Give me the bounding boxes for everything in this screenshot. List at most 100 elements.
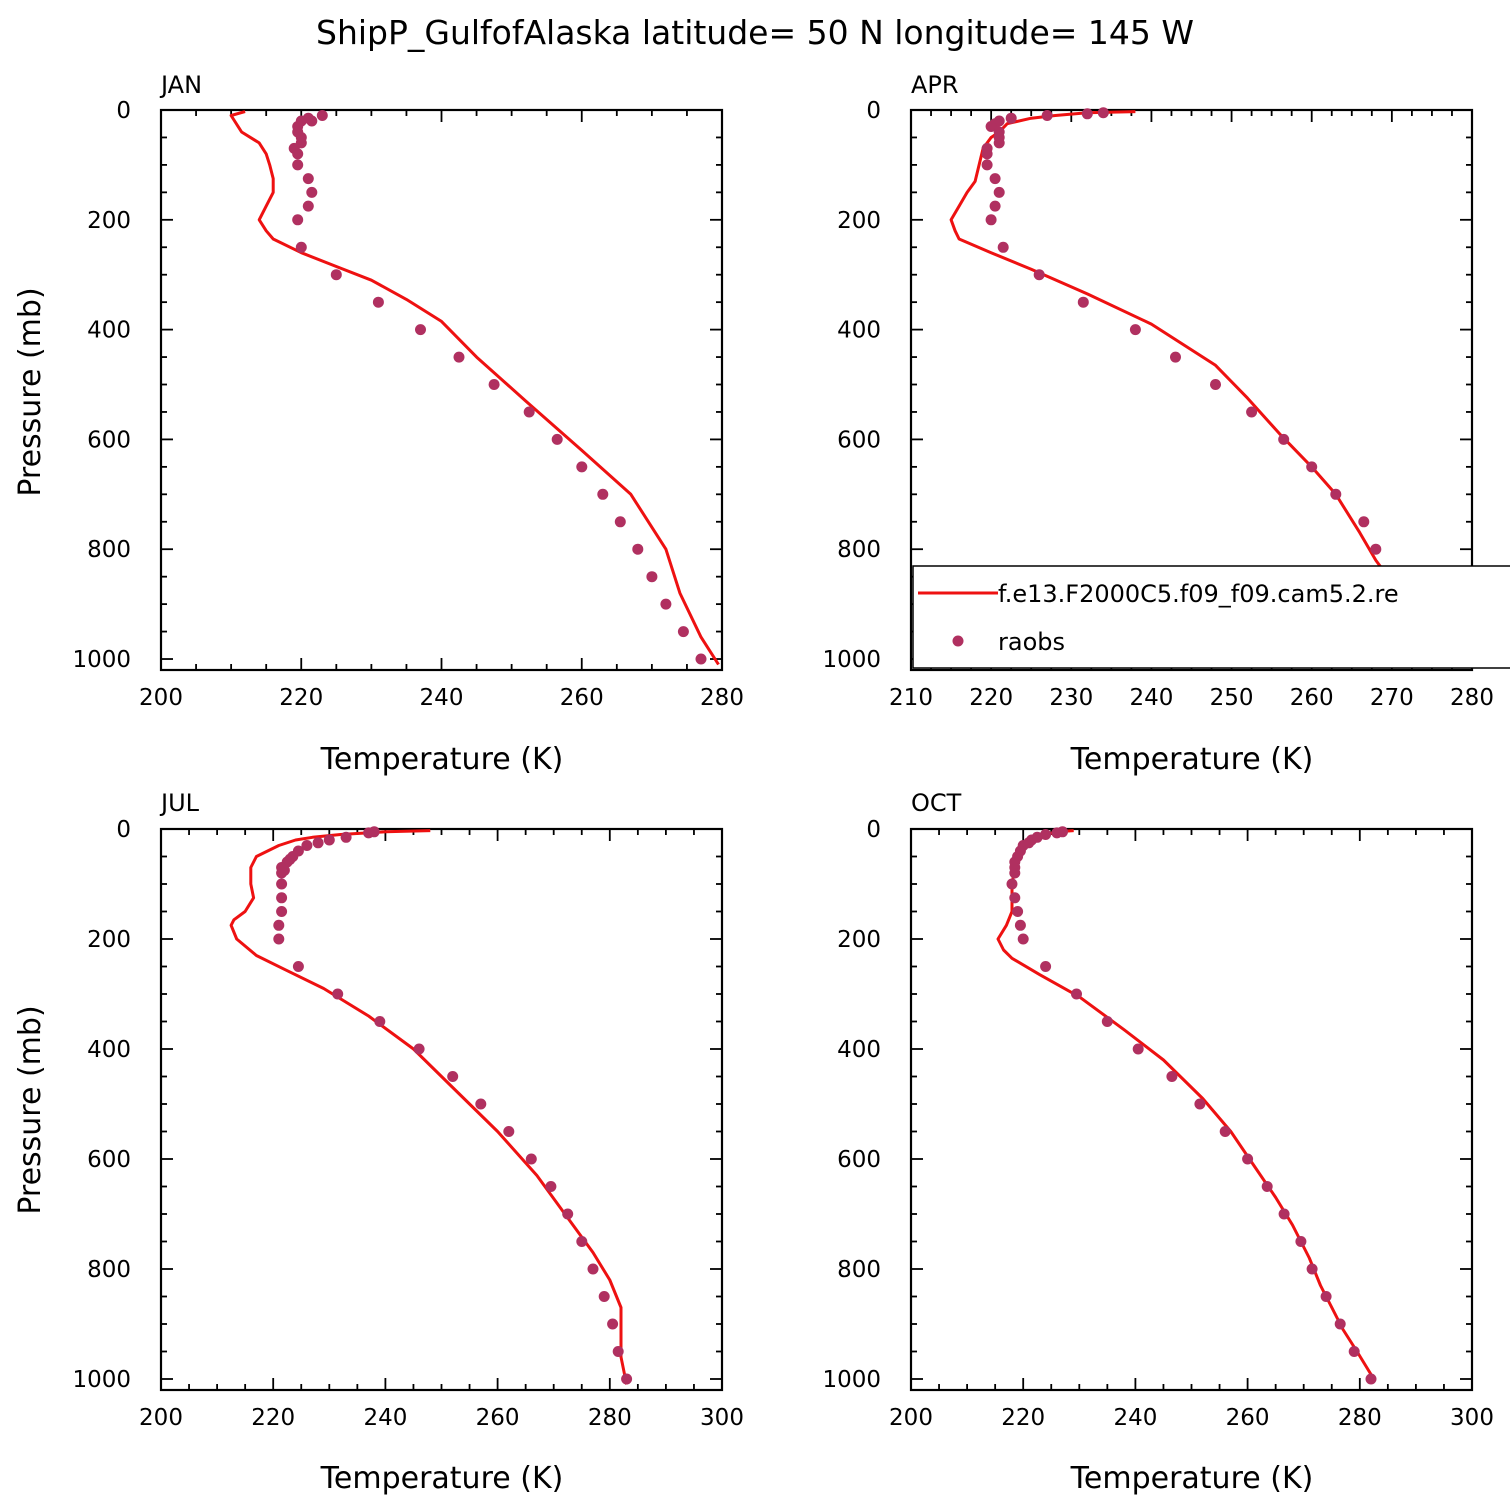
obs-point-jan [597,488,609,500]
obs-point-jul [312,837,324,849]
obs-point-jan [302,173,314,185]
obs-point-oct [1166,1071,1178,1082]
x-tick-label-oct: 200 [889,1405,933,1431]
obs-point-oct [1132,1043,1144,1055]
obs-point-jul [612,1346,624,1357]
obs-point-jul [475,1098,487,1110]
obs-point-jul [340,831,352,843]
y-tick-label-jan: 600 [87,427,131,453]
obs-point-jan [295,241,307,253]
x-tick-label-apr: 220 [969,685,1013,711]
y-tick-label-apr: 200 [837,208,881,234]
x-axis-label-jul: Temperature (K) [320,1461,564,1496]
obs-point-oct [1242,1153,1254,1165]
obs-point-jul [503,1126,515,1137]
obs-point-oct [1012,906,1024,917]
panel-oct: OCT Temperature (K) 200 220 240 260 280 300 0 2… [822,789,1494,1496]
obs-point-apr [993,186,1005,198]
obs-point-jan [614,516,626,528]
obs-point-oct [1051,827,1063,839]
x-tick-label-oct: 280 [1338,1405,1382,1431]
obs-point-apr [985,121,997,132]
legend-obs-label: raobs [998,628,1065,656]
x-tick-label-jul: 280 [588,1405,632,1431]
y-tick-label-apr: 800 [837,537,881,563]
y-tick-label-apr: 400 [837,318,881,344]
obs-point-apr [1278,433,1290,445]
x-tick-label-apr: 270 [1370,685,1414,711]
legend: f.e13.F2000C5.f09_f09.cam5.2.re raobs [912,565,1510,669]
obs-point-oct [1320,1291,1332,1302]
obs-point-jan [316,110,328,121]
obs-point-jul [413,1043,425,1055]
obs-point-jan [523,406,535,418]
obs-point-jul [562,1208,574,1220]
y-tick-label-jul: 400 [87,1037,131,1063]
obs-point-apr [1041,110,1053,121]
obs-point-oct [1194,1098,1206,1110]
obs-point-apr [1077,296,1089,308]
obs-point-oct [1040,829,1052,840]
x-axis-label-apr: Temperature (K) [1070,742,1314,777]
model-line-jan [229,110,720,666]
obs-point-jan [292,214,304,226]
obs-point-jul [447,1071,459,1082]
chart-title: ShipP_GulfofAlaska latitude= 50 N longit… [316,13,1194,52]
y-tick-label-oct: 400 [837,1037,881,1063]
y-tick-label-jul: 600 [87,1147,131,1173]
y-tick-label-jan: 200 [87,208,131,234]
y-tick-label-jan: 800 [87,537,131,563]
obs-point-jan [632,543,644,555]
model-line-oct [996,829,1376,1380]
obs-point-jan [306,115,318,127]
obs-point-apr [997,241,1009,253]
y-tick-label-jul: 1000 [72,1367,131,1393]
plot-frame-oct [909,827,1474,1392]
obs-point-oct [1278,1208,1290,1220]
obs-point-jul [301,840,313,851]
y-tick-label-oct: 1000 [822,1367,881,1393]
obs-point-jan [302,200,314,212]
obs-point-jan [330,269,342,281]
y-tick-label-jul: 800 [87,1257,131,1283]
panel-jul: JUL Temperature (K) Pressure (mb) 200 220… [13,789,744,1496]
obs-point-jan [488,379,500,390]
obs-point-oct [1014,919,1026,931]
x-tick-label-oct: 260 [1226,1405,1270,1431]
obs-point-jul [273,933,285,945]
obs-point-apr [989,200,1001,212]
obs-point-apr [1246,406,1258,418]
x-axis-label-jan: Temperature (K) [320,742,564,777]
legend-obs-marker [952,635,964,647]
obs-point-apr [1370,543,1382,555]
obs-point-apr [985,214,997,226]
obs-point-jul [276,867,288,879]
x-tick-label-jan: 200 [139,685,183,711]
obs-point-jan [306,186,318,198]
x-tick-label-oct: 220 [1001,1405,1045,1431]
obs-point-apr [1170,351,1181,363]
obs-point-oct [1365,1373,1377,1385]
obs-point-jul [525,1153,537,1165]
obs-point-oct [1261,1181,1273,1192]
x-tick-label-jan: 260 [560,685,604,711]
obs-point-jan [551,433,563,445]
y-tick-label-apr: 600 [837,427,881,453]
legend-model-label: f.e13.F2000C5.f09_f09.cam5.2.re [998,580,1399,608]
x-tick-label-oct: 240 [1113,1405,1157,1431]
y-axis-label-jul: Pressure (mb) [13,1005,48,1214]
obs-point-oct [1071,988,1082,1000]
x-tick-label-jan: 240 [420,685,464,711]
x-tick-label-apr: 250 [1210,685,1254,711]
obs-point-jul [273,919,285,931]
y-tick-label-jul: 200 [87,927,131,953]
x-axis-label-oct: Temperature (K) [1070,1461,1314,1496]
obs-point-apr [1033,269,1045,281]
obs-point-apr [1306,461,1318,473]
x-tick-label-oct: 300 [1450,1405,1494,1431]
obs-point-jan [677,626,689,638]
obs-point-jul [587,1263,599,1275]
model-line-jul [229,829,629,1385]
obs-point-jul [607,1318,619,1330]
